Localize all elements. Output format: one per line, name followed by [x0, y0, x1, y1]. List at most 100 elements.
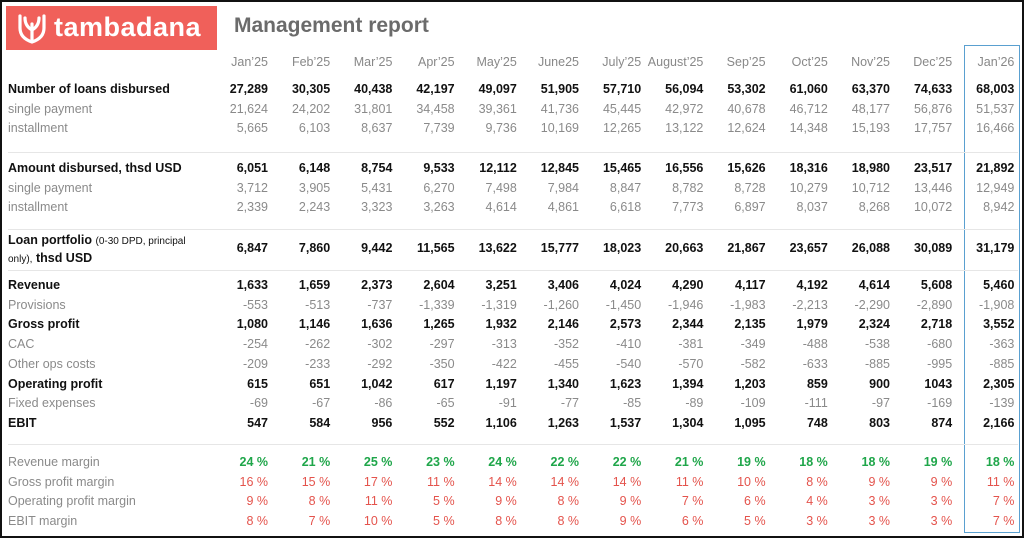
cell-value: 2,243 [298, 200, 331, 215]
row-label: installment [8, 200, 68, 215]
cell-value: 11 % [675, 474, 704, 489]
cell-value: 9 % [495, 494, 517, 509]
logo-icon [18, 14, 46, 44]
row-label: Amount disbursed, thsd USD [8, 161, 182, 175]
cell-value: -254 [242, 337, 268, 352]
cell-value: 2,573 [609, 317, 642, 332]
cell-value: 5,608 [920, 278, 953, 292]
cell-value: 1,095 [734, 415, 766, 430]
cell-value: -349 [740, 337, 766, 352]
cell-value: 9 % [930, 474, 953, 489]
cell-value: 10,169 [540, 121, 579, 136]
cell-value: 1,537 [609, 415, 642, 430]
cell-value: 16,556 [665, 161, 704, 175]
cell-value: 15,193 [851, 121, 890, 136]
cell-value: 8,268 [858, 200, 890, 215]
cell-value: -292 [367, 356, 393, 371]
cell-value: 74,633 [913, 82, 953, 96]
separator [8, 444, 1018, 445]
cell-value: 17,757 [913, 121, 953, 136]
cell-value: 14,348 [789, 121, 828, 136]
cell-value: 1,042 [361, 376, 393, 391]
cell-value: 20,663 [665, 241, 704, 255]
cell-value: 23,657 [789, 241, 828, 255]
cell-value: -139 [989, 396, 1015, 411]
cell-value: 3,263 [423, 200, 455, 215]
cell-value: 4,614 [485, 200, 517, 215]
cell-value: 45,445 [602, 101, 642, 116]
cell-value: 18 % [985, 455, 1015, 469]
cell-value: -169 [927, 396, 953, 411]
cell-value: 11 % [364, 494, 393, 509]
row-label-note: (0-30 DPD, principal only), [8, 236, 186, 265]
cell-value: 859 [806, 376, 828, 391]
cell-value: 9,442 [361, 241, 393, 255]
cell-value: 10,072 [913, 200, 953, 215]
cell-value: 61,060 [789, 82, 828, 96]
cell-value: 21 % [301, 455, 331, 469]
cell-value: 19 % [737, 455, 766, 469]
cell-value: 12,845 [540, 161, 579, 175]
cell-value: 9 % [619, 494, 642, 509]
cell-value: 8 % [495, 514, 517, 529]
cell-value: 6,897 [734, 200, 766, 215]
highlight-column [964, 45, 1021, 533]
cell-value: 2,339 [236, 200, 268, 215]
cell-value: 31,179 [976, 241, 1015, 255]
cell-value: 16,466 [976, 121, 1015, 136]
row-label: CAC [8, 337, 35, 352]
cell-value: 2,373 [361, 278, 393, 292]
row-label: Gross profit [8, 317, 80, 332]
cell-value: 13,446 [913, 180, 953, 195]
column-header: July’25 [602, 55, 642, 69]
cell-value: 68,003 [976, 82, 1015, 96]
cell-value: -1,983 [730, 297, 766, 312]
cell-value: 24,202 [291, 101, 331, 116]
cell-value: 7 % [992, 514, 1015, 529]
cell-value: -455 [553, 356, 579, 371]
cell-value: -885 [864, 356, 890, 371]
cell-value: 552 [433, 415, 455, 430]
cell-value: -570 [678, 356, 704, 371]
cell-value: 3,552 [983, 317, 1015, 332]
cell-value: 2,344 [672, 317, 704, 332]
row-label: Fixed expenses [8, 396, 96, 411]
cell-value: 2,604 [423, 278, 455, 292]
row-label-unit: thsd USD [35, 251, 93, 265]
row-label: Other ops costs [8, 356, 96, 371]
cell-value: 4,192 [796, 278, 828, 292]
row-label: Gross profit margin [8, 474, 115, 489]
cell-value: 8,037 [796, 200, 828, 215]
cell-value: 8 % [557, 514, 579, 529]
cell-value: -109 [740, 396, 766, 411]
cell-value: 14 % [550, 474, 580, 489]
cell-value: 23 % [426, 455, 455, 469]
cell-value: 8 % [246, 514, 268, 529]
cell-value: 6,051 [236, 161, 268, 175]
cell-value: 8,942 [983, 200, 1015, 215]
cell-value: 7 % [308, 514, 331, 529]
cell-value: 6,847 [236, 241, 268, 255]
cell-value: 3,712 [236, 180, 268, 195]
cell-value: -2,213 [792, 297, 828, 312]
cell-value: 9,736 [485, 121, 517, 136]
cell-value: 8 % [806, 474, 828, 489]
cell-value: 8,754 [361, 161, 393, 175]
cell-value: 26,088 [851, 241, 890, 255]
row-label: EBIT [8, 415, 37, 430]
cell-value: 7 % [681, 494, 704, 509]
cell-value: 1,146 [298, 317, 331, 332]
cell-value: 1,394 [672, 376, 704, 391]
cell-value: 1,197 [485, 376, 517, 391]
cell-value: 584 [309, 415, 331, 430]
cell-value: -1,260 [543, 297, 579, 312]
cell-value: 651 [309, 376, 331, 391]
cell-value: 39,361 [478, 101, 517, 116]
cell-value: -302 [367, 337, 393, 352]
row-label: Revenue margin [8, 455, 100, 469]
cell-value: -995 [927, 356, 953, 371]
cell-value: 56,094 [665, 82, 704, 96]
cell-value: 4,290 [672, 278, 704, 292]
cell-value: 17 % [363, 474, 393, 489]
